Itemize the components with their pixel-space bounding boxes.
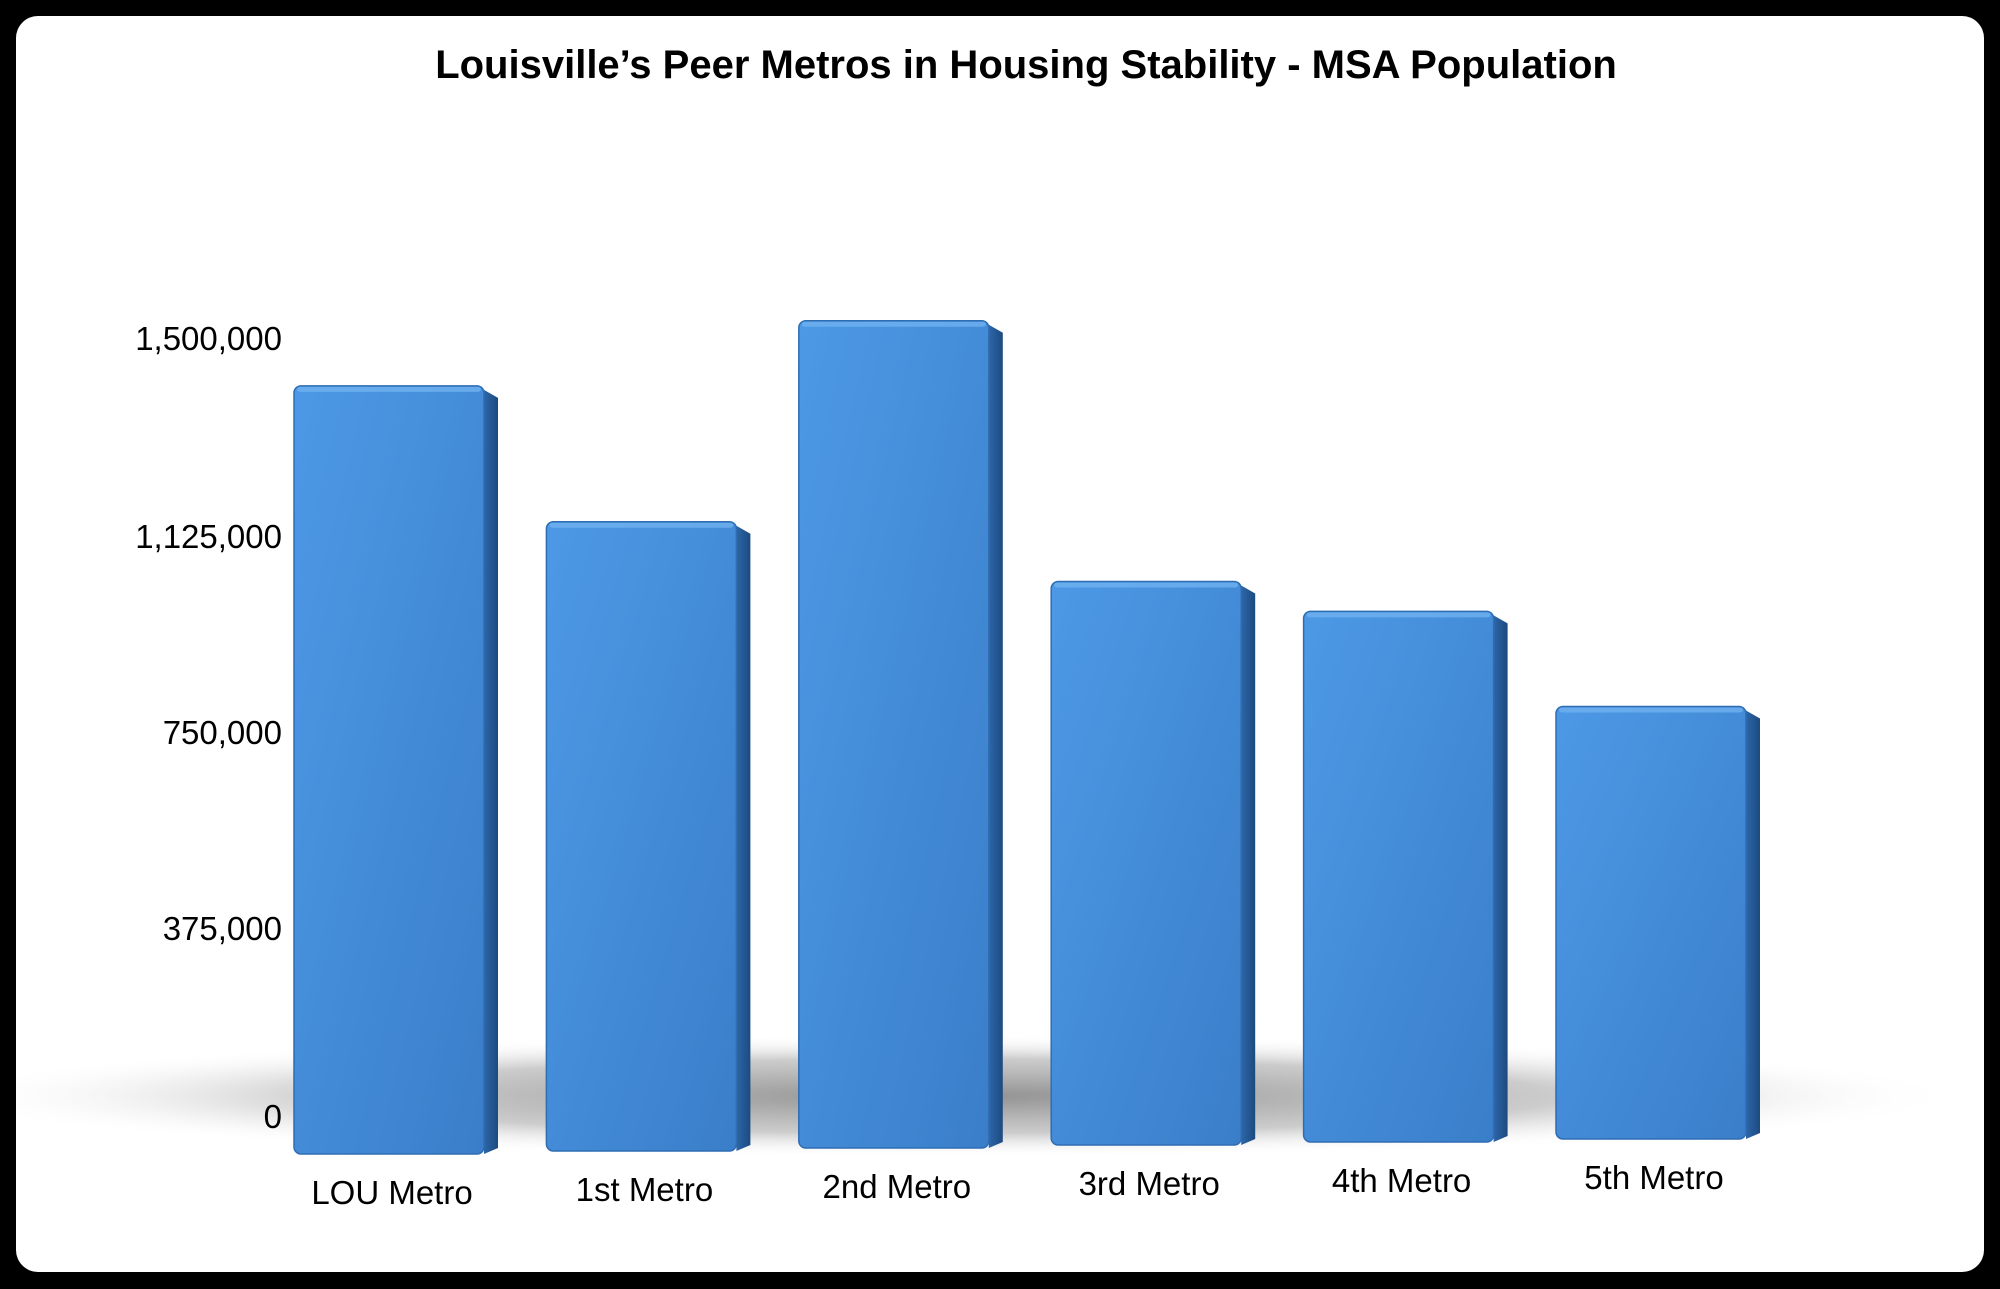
bar-front-face [1555,705,1747,1140]
bar-side-face [988,324,1003,1148]
bar-front-face [293,385,485,1155]
bar-side-face [1493,615,1508,1142]
bar-chart: Louisville’s Peer Metros in Housing Stab… [16,43,1966,1211]
bar-top-highlight [1559,707,1743,713]
y-axis-ticks: 0 375,000 750,000 1,125,000 1,500,000 [135,320,282,1135]
bar-front-face [1302,610,1495,1143]
bar-6 [1555,705,1760,1140]
x-axis-categories: LOU Metro 1st Metro 2nd Metro 3rd Metro 4th … [311,1159,1723,1211]
bar-side-face [1241,585,1256,1145]
bar-1 [293,385,498,1155]
y-tick-label: 1,125,000 [135,518,282,555]
chart-frame: Louisville’s Peer Metros in Housing Stab… [16,16,1984,1272]
x-category-label: 2nd Metro [823,1168,972,1205]
bar-side-face [736,525,751,1151]
x-category-label: 4th Metro [1332,1162,1471,1199]
y-tick-label: 375,000 [163,910,282,947]
y-tick-label: 750,000 [163,714,282,751]
y-tick-label: 1,500,000 [135,320,282,357]
bar-top-highlight [549,522,734,528]
bar-top-highlight [297,386,481,392]
bar-front-face [798,319,990,1149]
x-category-label: 3rd Metro [1079,1165,1220,1202]
bar-5 [1302,610,1508,1143]
bar-top-highlight [1054,582,1239,588]
x-category-label: 1st Metro [576,1171,714,1208]
bar-front-face [1050,580,1242,1146]
bar-3 [798,319,1003,1149]
x-category-label: 5th Metro [1584,1159,1723,1196]
chart-title: Louisville’s Peer Metros in Housing Stab… [435,43,1617,87]
bar-top-highlight [801,321,986,327]
bar-side-face [1746,710,1760,1139]
y-tick-label: 0 [264,1098,282,1135]
bar-front-face [545,520,738,1152]
bar-2 [545,520,751,1152]
x-category-label: LOU Metro [311,1174,472,1211]
bar-4 [1050,580,1256,1146]
bar-side-face [484,389,498,1154]
bar-top-highlight [1306,612,1491,618]
bars [293,319,1760,1155]
